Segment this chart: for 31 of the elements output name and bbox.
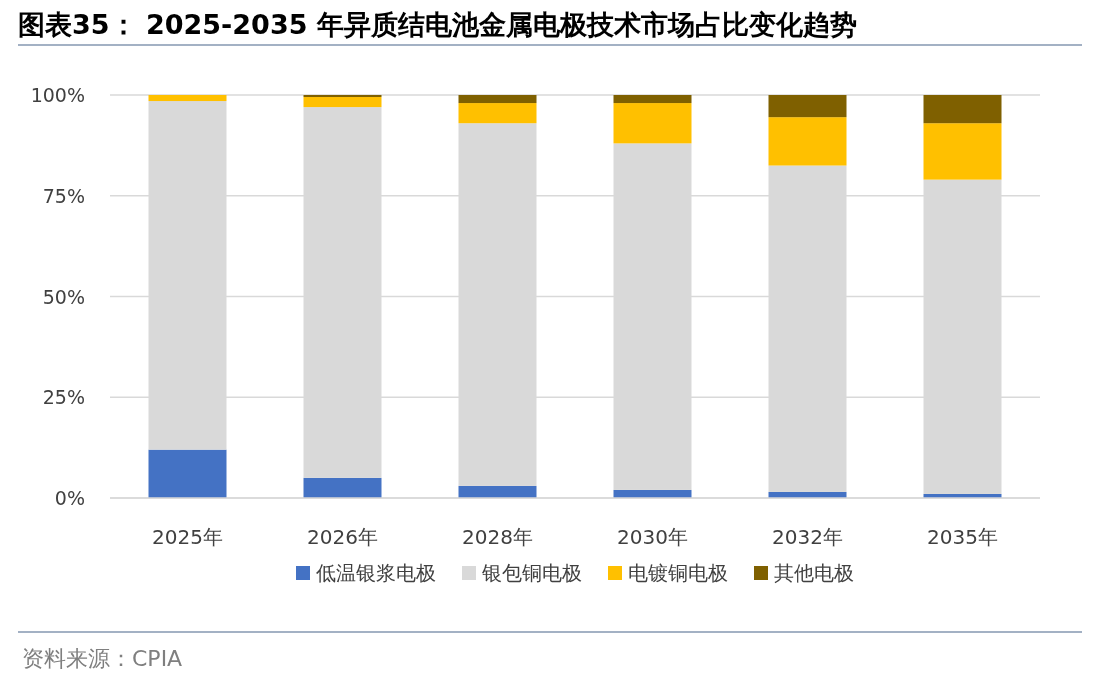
bar — [768, 95, 847, 118]
chart-title: 图表35： 2025-2035 年异质结电池金属电极技术市场占比变化趋势 — [18, 9, 857, 40]
legend-label: 电镀铜电极 — [628, 561, 728, 585]
x-tick-label: 2026年 — [307, 525, 378, 549]
x-tick-label: 2035年 — [927, 525, 998, 549]
bar — [458, 485, 537, 498]
legend-label: 低温银浆电极 — [316, 561, 436, 585]
bar — [613, 95, 692, 104]
bar — [923, 123, 1002, 180]
text: 资料来源：CPIA — [22, 646, 183, 671]
y-tick-label: 75% — [42, 184, 85, 207]
bar — [613, 103, 692, 144]
bar — [303, 95, 382, 98]
y-tick-label: 0% — [54, 487, 85, 509]
bar — [148, 95, 227, 102]
legend-label: 银包铜电极 — [481, 561, 582, 585]
bar — [768, 117, 847, 166]
bar — [458, 103, 537, 124]
y-tick-label: 25% — [42, 386, 85, 409]
bar — [923, 95, 1002, 124]
y-tick-label: 100% — [30, 84, 85, 106]
x-tick-label: 2025年 — [152, 525, 223, 549]
x-tick-label: 2032年 — [772, 525, 843, 549]
bar — [148, 449, 227, 498]
bar — [303, 97, 382, 108]
x-tick-label: 2028年 — [462, 525, 533, 549]
y-tick-label: 50% — [42, 285, 85, 308]
bar — [303, 477, 382, 498]
x-tick-label: 2030年 — [617, 525, 688, 549]
legend-label: 其他电极 — [774, 561, 854, 585]
bar — [458, 95, 537, 104]
